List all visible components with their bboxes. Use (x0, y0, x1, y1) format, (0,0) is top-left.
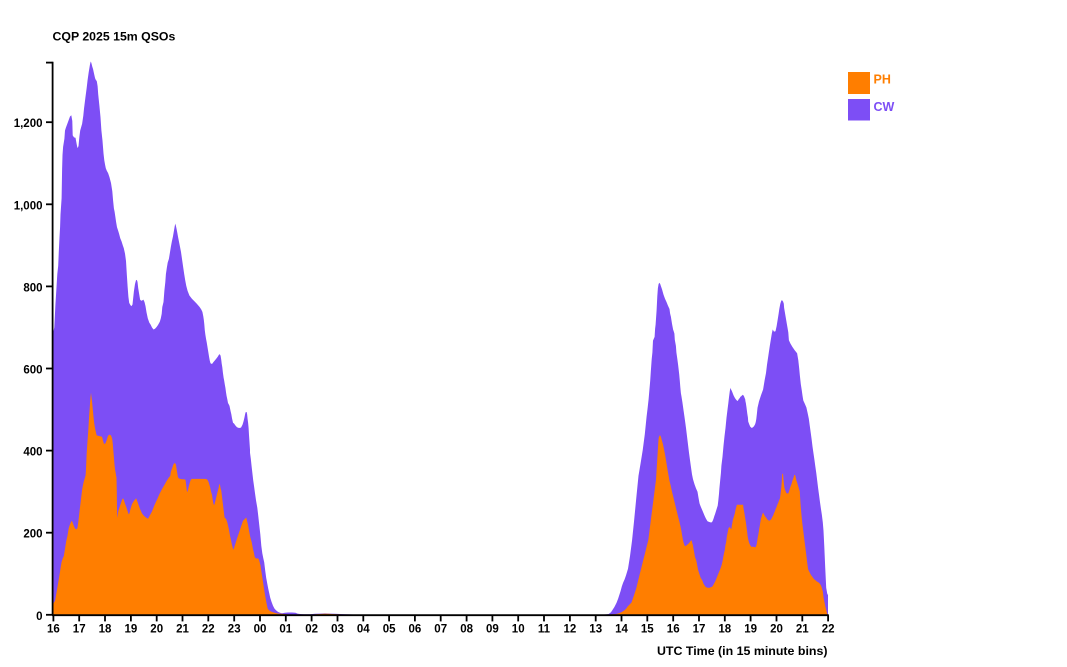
svg-text:22: 22 (822, 624, 835, 636)
svg-text:03: 03 (331, 624, 344, 636)
svg-text:18: 18 (99, 624, 112, 636)
svg-text:17: 17 (693, 624, 706, 636)
svg-text:19: 19 (744, 624, 757, 636)
svg-text:16: 16 (47, 624, 60, 636)
svg-text:800: 800 (23, 282, 42, 294)
svg-text:UTC Time (in 15 minute bins): UTC Time (in 15 minute bins) (657, 644, 828, 658)
svg-text:01: 01 (279, 624, 292, 636)
svg-text:12: 12 (564, 624, 577, 636)
svg-text:200: 200 (23, 529, 42, 541)
svg-text:400: 400 (23, 447, 42, 459)
svg-text:20: 20 (770, 624, 783, 636)
svg-text:07: 07 (434, 624, 447, 636)
svg-text:21: 21 (176, 624, 189, 636)
svg-text:PH: PH (874, 73, 891, 87)
svg-text:15: 15 (641, 624, 654, 636)
svg-text:600: 600 (23, 365, 42, 377)
svg-text:02: 02 (305, 624, 318, 636)
svg-text:10: 10 (512, 624, 525, 636)
svg-text:CQP 2025 15m QSOs: CQP 2025 15m QSOs (53, 30, 176, 44)
svg-text:23: 23 (228, 624, 241, 636)
svg-text:00: 00 (254, 624, 267, 636)
svg-text:1,200: 1,200 (14, 118, 43, 130)
svg-text:05: 05 (383, 624, 396, 636)
svg-text:11: 11 (538, 624, 551, 636)
svg-text:18: 18 (718, 624, 731, 636)
svg-text:04: 04 (357, 624, 370, 636)
svg-text:08: 08 (460, 624, 473, 636)
svg-text:19: 19 (125, 624, 138, 636)
svg-text:22: 22 (202, 624, 215, 636)
svg-text:17: 17 (73, 624, 86, 636)
svg-text:06: 06 (409, 624, 422, 636)
svg-text:21: 21 (796, 624, 809, 636)
svg-text:13: 13 (589, 624, 602, 636)
svg-text:CW: CW (874, 100, 895, 114)
svg-text:14: 14 (615, 624, 628, 636)
svg-text:09: 09 (486, 624, 499, 636)
svg-text:20: 20 (150, 624, 163, 636)
svg-text:0: 0 (36, 611, 42, 623)
svg-text:16: 16 (667, 624, 680, 636)
svg-text:1,000: 1,000 (14, 200, 43, 212)
